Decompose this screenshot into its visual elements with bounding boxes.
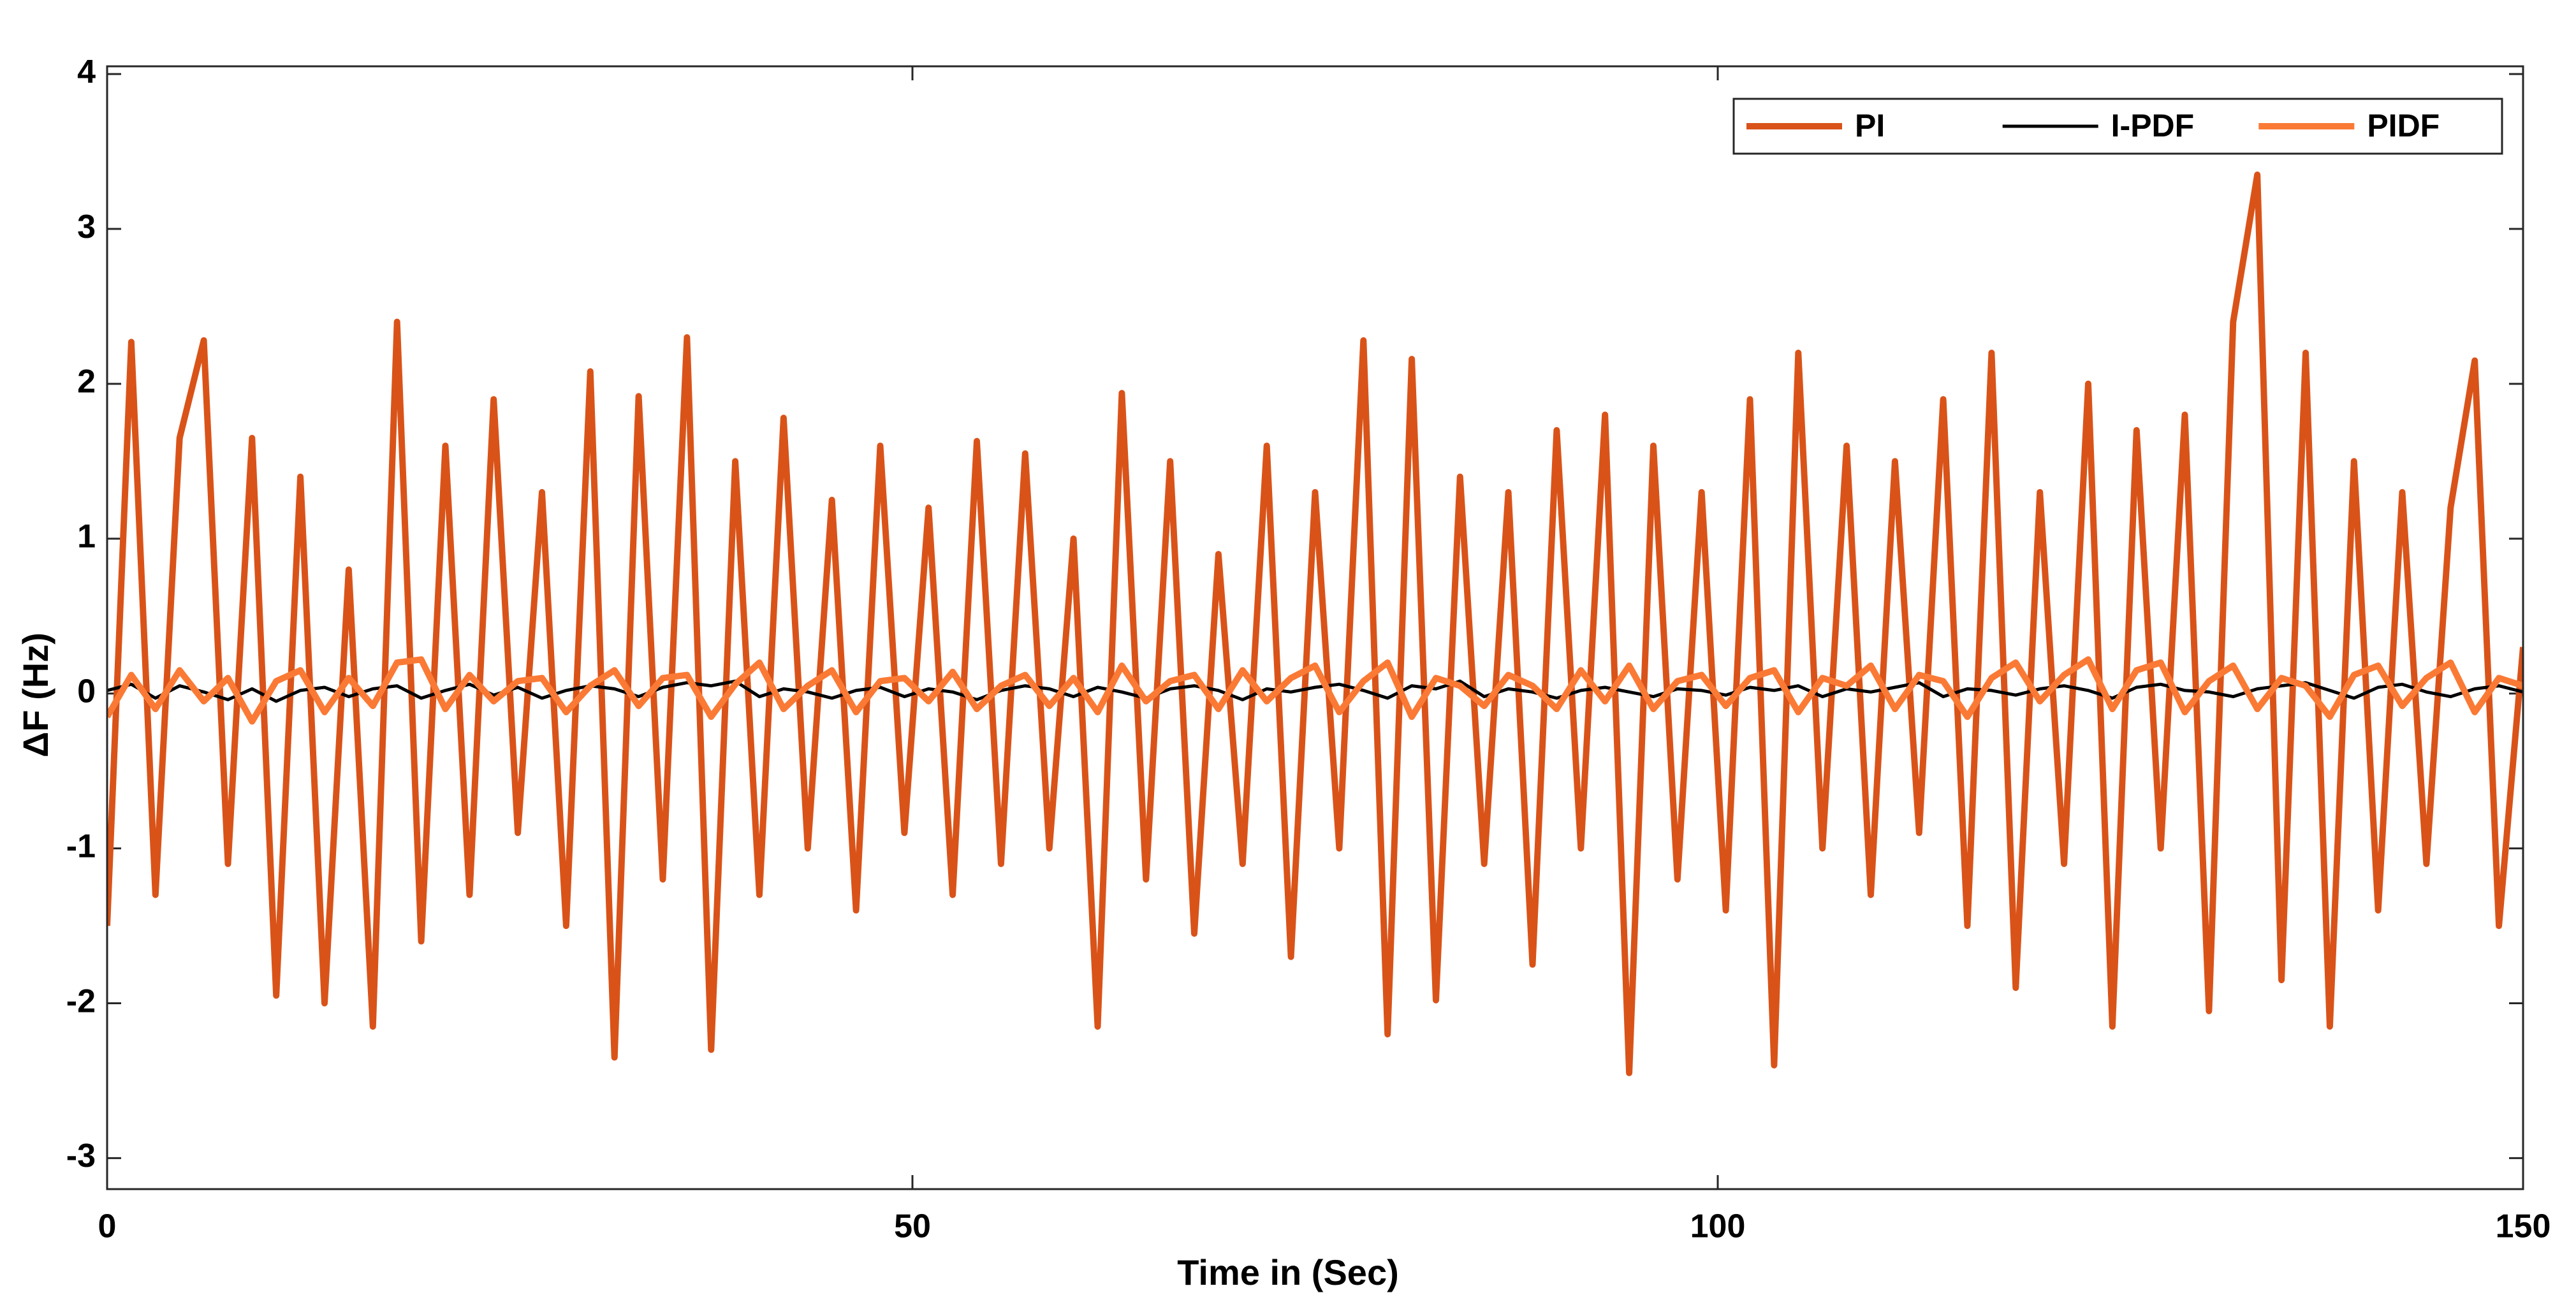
series-line [107, 656, 2523, 725]
legend-box [1732, 98, 2503, 155]
y-tick-label: -3 [66, 1137, 96, 1174]
y-axis-label: ΔF (Hz) [15, 632, 55, 757]
x-axis-label: Time in (Sec) [1177, 1252, 1399, 1292]
x-tick-label: 50 [894, 1208, 931, 1245]
y-tick-label: -1 [66, 828, 96, 865]
y-tick-label: 1 [77, 518, 96, 555]
legend-label: I-PDF [2111, 108, 2195, 143]
y-tick-label: -2 [66, 983, 96, 1020]
y-tick-label: 0 [77, 673, 96, 710]
x-tick-label: 0 [98, 1208, 117, 1245]
legend-label: PI [1855, 108, 1885, 143]
x-tick-label: 150 [2496, 1208, 2551, 1245]
legend-label: PIDF [2367, 108, 2440, 143]
plot-frame [106, 65, 2524, 1190]
y-tick-label: 2 [77, 363, 96, 400]
x-tick-label: 100 [1690, 1208, 1746, 1245]
y-tick-label: 3 [77, 208, 96, 245]
y-tick-label: 4 [77, 54, 96, 91]
